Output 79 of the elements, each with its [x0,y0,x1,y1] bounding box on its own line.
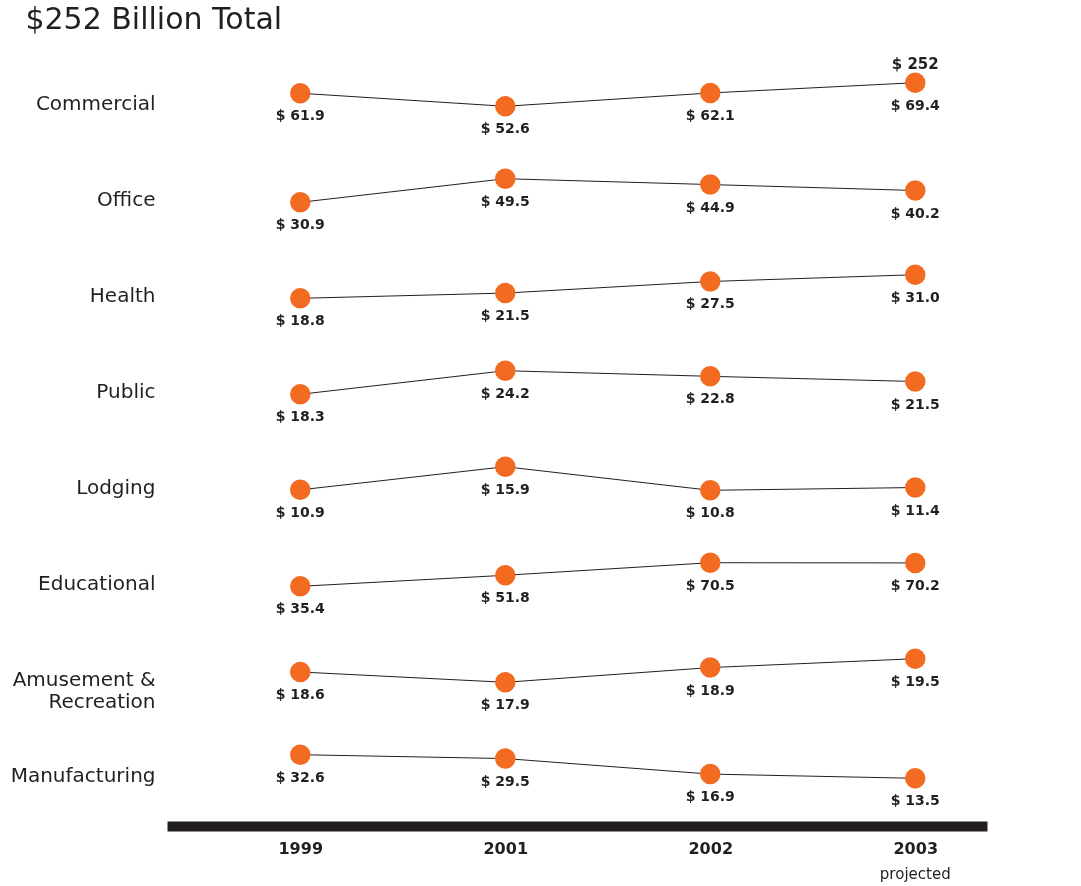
data-label: $ 40.2 [890,204,940,221]
data-label: $ 29.5 [480,772,530,789]
data-label: $ 21.5 [480,307,530,324]
data-label: $ 51.8 [480,589,530,606]
data-label: $ 24.2 [480,384,530,401]
y-axis-title: Public [96,378,156,403]
point [905,768,926,789]
data-label: $ 31.0 [890,288,941,305]
data-label: $ 10.8 [685,504,735,521]
point [700,174,721,195]
point [700,657,721,678]
data-label: $ 18.6 [275,685,325,702]
data-label: $ 62.1 [685,106,735,123]
data-label: $ 21.5 [890,395,940,412]
point [290,192,311,213]
chart-title: $252 Billion Total [25,1,283,36]
point [495,282,516,304]
data-label: $ 13.5 [890,792,940,809]
point [495,565,516,586]
text: projected [879,865,951,883]
point [905,264,926,285]
point [905,648,926,669]
data-label: $ 30.9 [275,216,325,233]
point [495,456,516,477]
data-label: $ 11.4 [890,501,941,518]
y-axis-title: Manufacturing [10,762,156,787]
point [700,366,721,387]
point [495,748,516,769]
y-axis-title: Commercial [35,90,156,115]
data-label: $ 18.8 [275,312,325,329]
y-axis-title: Educational [38,570,156,595]
point [905,477,926,498]
data-label: $ 35.4 [275,600,326,617]
data-label: $ 17.9 [480,696,530,713]
data-label: $ 70.2 [890,576,940,593]
point [700,271,721,292]
point [905,371,926,392]
point [290,288,311,309]
data-label: $ 44.9 [685,198,735,215]
point [290,576,311,597]
data-label: $ 18.3 [275,408,325,425]
point [290,661,311,683]
point [700,552,721,573]
point [290,83,311,104]
point [495,672,516,693]
data-label: $ 18.9 [685,681,735,698]
point [700,82,721,104]
y-axis-title: Office [97,186,156,211]
point [905,72,926,93]
data-label: $ 22.8 [685,390,735,407]
point [905,552,926,574]
x-tick-label: 2003 [893,838,939,858]
x-tick-label: 2001 [483,838,529,858]
point [495,360,516,381]
data-label: $ 19.5 [890,672,940,689]
y-axis-title: Lodging [76,474,156,499]
point [290,384,311,405]
point [700,480,721,501]
y-axis-title: Amusement & Recreation [12,666,156,713]
point [290,744,311,765]
point [905,180,926,201]
data-label: $ 69.4 [890,96,941,113]
data-label: $ 32.6 [275,768,325,785]
data-label: $ 27.5 [685,295,735,312]
data-label: $ 52.6 [480,120,530,137]
data-label: $ 70.5 [685,576,735,593]
data-label: $ 15.9 [480,480,530,497]
data-label: $ 16.9 [685,788,735,805]
x-tick-label: 2002 [688,838,734,858]
text: $ 252 [891,55,939,73]
data-label: $ 61.9 [275,107,325,124]
point [495,168,516,189]
point [700,763,721,785]
data-label: $ 10.9 [275,503,325,520]
point [495,96,516,117]
x-tick-label: 1999 [278,838,324,858]
point [290,479,311,501]
y-axis-title: Health [89,282,156,307]
data-label: $ 49.5 [480,192,530,209]
